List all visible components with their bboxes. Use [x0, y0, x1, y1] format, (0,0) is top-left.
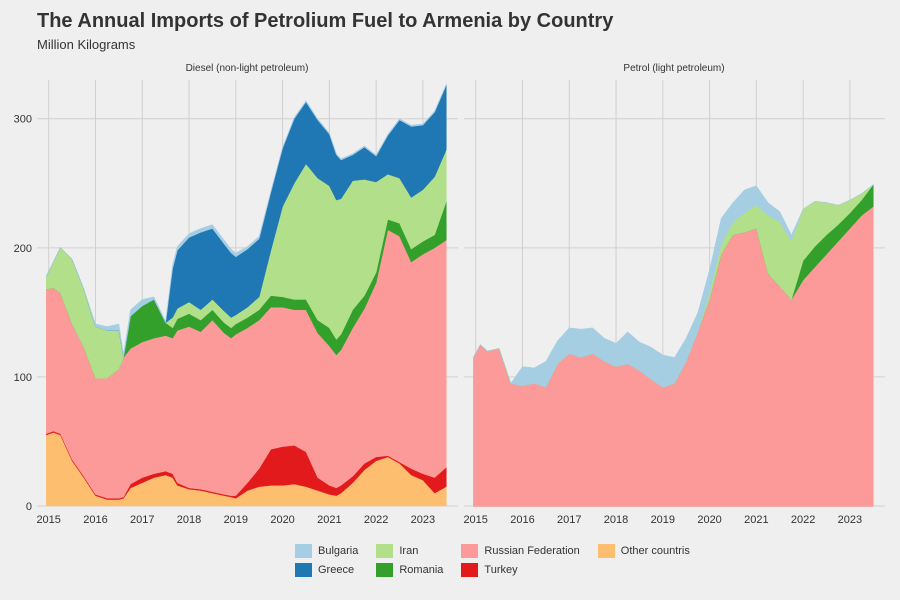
x-tick-label: 2023 — [411, 514, 435, 526]
legend-swatch — [376, 544, 394, 558]
legend: Bulgaria Iran Russian Federation Other c… — [295, 543, 690, 578]
diesel-x-axis: 2015 2016 2017 2018 2019 2020 2021 2022 2023 — [36, 514, 435, 526]
legend-label: Bulgaria — [318, 545, 359, 557]
legend-label: Romania — [399, 564, 444, 576]
x-tick-label: 2019 — [651, 514, 675, 526]
x-tick-label: 2015 — [463, 514, 487, 526]
facet-title-petrol: Petrol (light petroleum) — [623, 63, 724, 74]
x-tick-label: 2021 — [744, 514, 768, 526]
legend-swatch — [461, 563, 479, 577]
chart-title: The Annual Imports of Petrolium Fuel to … — [37, 10, 614, 32]
x-tick-label: 2017 — [130, 514, 154, 526]
legend-swatch — [597, 544, 615, 558]
x-tick-label: 2015 — [36, 514, 60, 526]
x-tick-label: 2022 — [791, 514, 815, 526]
y-tick-label: 0 — [26, 501, 32, 513]
diesel-panel: Diesel (non-light petroleum) 0100200300 … — [14, 63, 458, 526]
x-tick-label: 2019 — [224, 514, 248, 526]
legend-item: Other countris — [597, 543, 690, 559]
legend-label: Other countris — [620, 545, 690, 557]
legend-swatch — [295, 544, 312, 558]
chart-subtitle: Million Kilograms — [37, 37, 136, 52]
y-tick-label: 100 — [14, 372, 32, 384]
legend-item: Russian Federation — [461, 543, 580, 559]
legend-label: Greece — [318, 564, 355, 576]
legend-item: Greece — [295, 562, 358, 578]
legend-item: Romania — [376, 562, 443, 578]
legend-item: Iran — [376, 543, 443, 559]
petrol-x-axis: 2015 2016 2017 2018 2019 2020 2021 2022 2023 — [463, 514, 862, 526]
legend-swatch — [461, 544, 479, 558]
x-tick-label: 2020 — [697, 514, 721, 526]
x-tick-label: 2018 — [604, 514, 628, 526]
petrol-areas — [473, 183, 874, 507]
legend-swatch — [295, 563, 312, 577]
x-tick-label: 2023 — [838, 514, 862, 526]
diesel-y-axis: 0 100 200 300 — [14, 114, 32, 513]
x-tick-label: 2021 — [317, 514, 341, 526]
x-tick-label: 2020 — [270, 514, 294, 526]
y-tick-label: 200 — [14, 243, 32, 255]
x-tick-label: 2018 — [177, 514, 201, 526]
legend-swatch — [376, 563, 394, 577]
legend-item: Bulgaria — [295, 543, 358, 559]
legend-label: Turkey — [484, 564, 518, 576]
x-tick-label: 2017 — [557, 514, 581, 526]
petrol-panel: Petrol (light petroleum) 2015 2016 2017 201… — [463, 63, 885, 526]
facet-title-diesel: Diesel (non-light petroleum) — [186, 63, 309, 74]
x-tick-label: 2022 — [364, 514, 388, 526]
legend-label: Russian Federation — [484, 545, 580, 557]
x-tick-label: 2016 — [510, 514, 534, 526]
diesel-areas — [46, 83, 447, 507]
x-tick-label: 2016 — [83, 514, 107, 526]
legend-item: Turkey — [461, 562, 579, 578]
legend-label: Iran — [399, 545, 419, 557]
y-tick-label: 300 — [14, 114, 32, 126]
area-bulgaria — [46, 83, 447, 358]
